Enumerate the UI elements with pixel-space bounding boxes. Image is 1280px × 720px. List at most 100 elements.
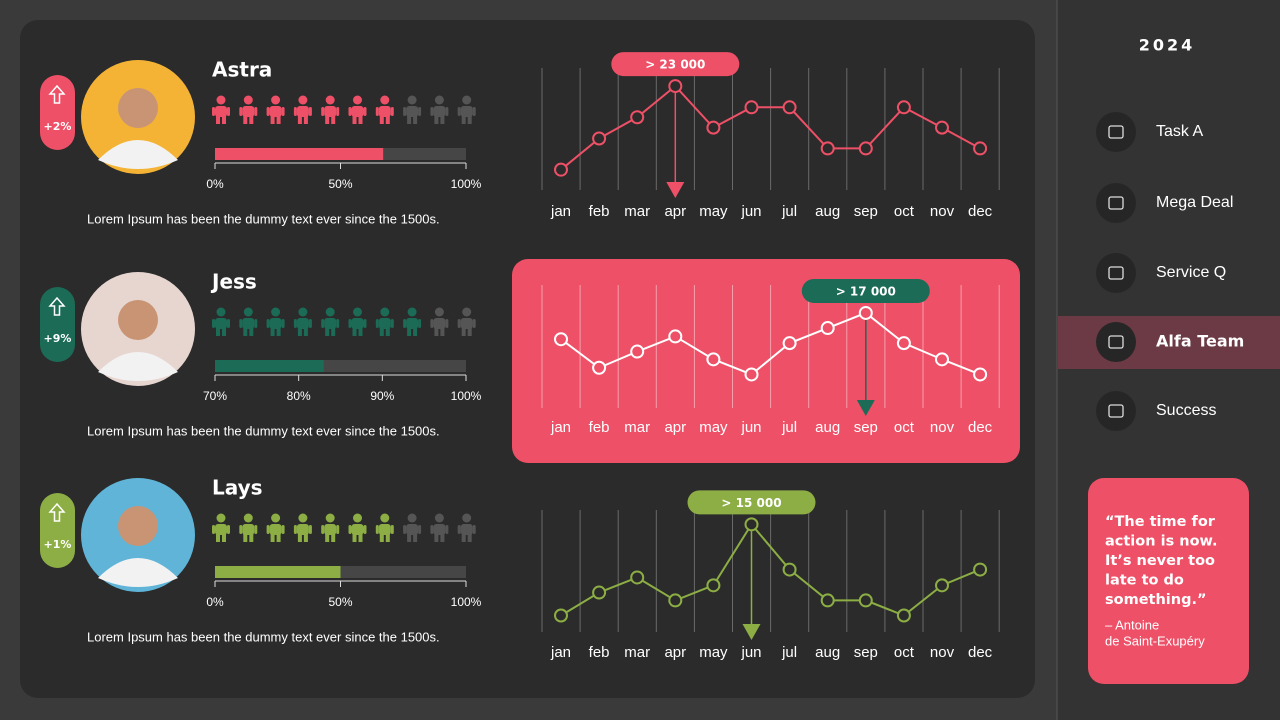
icon-arm [293, 525, 297, 534]
point [706, 352, 721, 367]
menu-label[interactable]: Success [1156, 402, 1216, 419]
point [592, 360, 607, 375]
menu-label[interactable]: Alfa Team [1156, 332, 1244, 351]
icon-leg [358, 327, 363, 336]
point [973, 141, 988, 156]
icon-leg [358, 115, 363, 124]
menu-label[interactable]: Mega Deal [1156, 194, 1233, 211]
icon-body [269, 524, 282, 535]
icon-head [243, 307, 253, 317]
quote-author: – Antoine [1105, 617, 1159, 632]
menu-icon[interactable] [1096, 183, 1136, 223]
menu-active [1058, 316, 1280, 369]
callout-label: > 17 000 [836, 284, 896, 298]
progress-tick-label: 90% [370, 389, 394, 403]
menu-icon[interactable] [1096, 391, 1136, 431]
month-label: jun [740, 203, 761, 220]
icon-leg [270, 327, 275, 336]
callout-box [801, 278, 930, 303]
month-label: aug [815, 419, 840, 436]
icon-arm [375, 525, 379, 534]
month-label: oct [894, 419, 915, 436]
icon-head [216, 95, 226, 105]
point [858, 593, 873, 608]
icon-head [298, 307, 308, 317]
menu-icon[interactable] [1096, 322, 1136, 362]
point [935, 578, 949, 593]
month-label: jul [781, 644, 797, 661]
month-label: jan [550, 203, 571, 220]
icon-head [325, 513, 335, 523]
person-icon [321, 95, 340, 124]
icon-leg [249, 115, 254, 124]
change-badge [40, 75, 75, 150]
icon-arm [308, 525, 312, 534]
icon-arm [348, 525, 352, 534]
progress-tick-label: 100% [451, 389, 482, 403]
icon-arm [457, 525, 461, 534]
month-label: nov [930, 203, 955, 220]
menu-label[interactable]: Service Q [1156, 264, 1226, 281]
icon-arm [445, 107, 449, 116]
icon-leg [276, 115, 281, 124]
menu-icon[interactable] [1096, 112, 1136, 152]
icon-head [407, 513, 417, 523]
person-icon [403, 307, 422, 336]
icon-leg [413, 533, 418, 542]
icon-leg [434, 115, 439, 124]
point [744, 100, 759, 115]
icon-head [462, 513, 472, 523]
callout-box [687, 490, 816, 515]
arrow-icon [48, 84, 66, 104]
description: Lorem Ipsum has been the dummy text ever… [87, 629, 440, 644]
menu-label[interactable]: Task A [1156, 123, 1203, 140]
line [560, 84, 981, 171]
person-icon [457, 95, 476, 124]
icon-head [271, 513, 281, 523]
icon-body [378, 524, 391, 535]
icon-leg [303, 533, 308, 542]
person-icon [266, 307, 285, 336]
point [630, 570, 645, 585]
icon-leg [243, 115, 248, 124]
point [630, 110, 645, 125]
icon-leg [276, 327, 281, 336]
icon-leg [407, 533, 412, 542]
month-label: may [699, 203, 728, 220]
icon-head [271, 307, 281, 317]
point [973, 562, 988, 577]
icon-leg [249, 327, 254, 336]
icon-head [380, 307, 390, 317]
icon-body [460, 524, 473, 535]
person-icon [212, 95, 230, 124]
month-label: apr [664, 644, 686, 661]
icon-head [271, 95, 281, 105]
icon-arm [403, 525, 407, 534]
icon-head [325, 95, 335, 105]
callout-label: > 15 000 [721, 496, 781, 510]
menu-icon[interactable] [1096, 253, 1136, 293]
icon-body [215, 318, 227, 329]
month-label: jul [781, 203, 797, 220]
icon-leg [407, 327, 412, 336]
point [858, 141, 873, 156]
icon-arm [212, 525, 215, 534]
icon-body [242, 318, 255, 329]
icon-body [351, 318, 364, 329]
icon-body [433, 524, 446, 535]
progress-bar [215, 360, 324, 372]
point [554, 332, 568, 347]
quote-line: “The time for [1105, 514, 1216, 530]
person-icon [457, 307, 476, 336]
point [744, 517, 759, 532]
icon-leg [440, 115, 445, 124]
year: 2024 [1139, 36, 1196, 55]
icon-arm [390, 319, 394, 328]
icon-leg [379, 115, 384, 124]
month-label: jan [550, 419, 571, 436]
month-label: jul [781, 419, 797, 436]
icon-body [242, 524, 255, 535]
person-icon [403, 513, 422, 542]
icon-head [462, 95, 472, 105]
quote-line: action is now. [1105, 534, 1218, 550]
